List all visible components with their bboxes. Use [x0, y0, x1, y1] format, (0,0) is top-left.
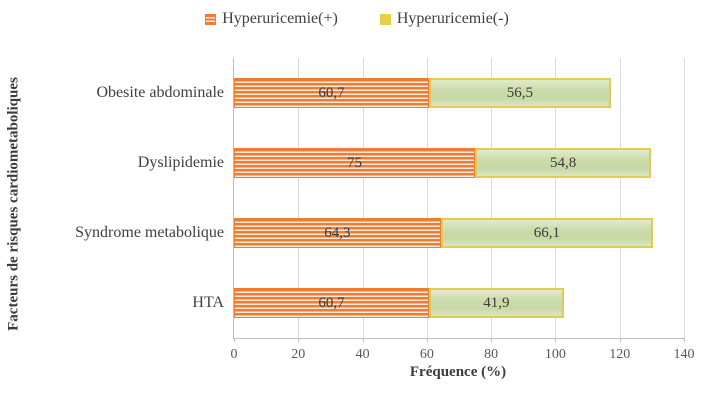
gridline: [555, 58, 557, 338]
tick-mark: [426, 338, 428, 342]
data-label: 41,9: [483, 294, 510, 311]
x-tick-label: 40: [355, 347, 370, 362]
plot-area: 0 20 40 60 80 100 120 140 60,7 56,5 75 54,8 64,3 66,1…: [231, 58, 695, 362]
category-label: HTA: [192, 294, 224, 311]
x-tick-label: 100: [544, 347, 566, 362]
bar-segment-hyperuricemie-negative: 66,1: [440, 218, 654, 248]
bar-segment-hyperuricemie-positive: 75: [234, 148, 476, 178]
gridline: [426, 58, 428, 338]
legend-swatch-yellow-icon: [379, 13, 391, 25]
data-label: 66,1: [533, 224, 561, 241]
gridline: [684, 58, 685, 338]
category-axis: Obesite abdominale Dyslipidemie Syndrome m…: [30, 58, 224, 338]
gridline: [491, 58, 493, 338]
tick-mark: [684, 338, 685, 342]
tick-mark: [234, 338, 235, 342]
legend-label-positive: Hyperuricemie(+): [222, 10, 338, 27]
gridline: [362, 58, 364, 338]
legend-item-hyperuricemie-negative: Hyperuricemie(-): [379, 10, 509, 28]
data-label: 60,7: [318, 84, 345, 101]
tick-mark: [491, 338, 493, 342]
y-axis-title: Facteurs de risques cardiometaboliques: [5, 77, 22, 331]
bar-segment-hyperuricemie-negative: 41,9: [429, 288, 564, 318]
legend-item-hyperuricemie-positive: Hyperuricemie(+): [205, 10, 338, 28]
x-tick-label: 80: [484, 347, 499, 362]
x-tick-label: 140: [673, 347, 695, 362]
bar-segment-hyperuricemie-positive: 64,3: [234, 218, 441, 248]
tick-mark: [298, 338, 300, 342]
category-label: Obesite abdominale: [96, 84, 224, 101]
data-label: 54,8: [550, 154, 577, 171]
gridline: [619, 58, 621, 338]
bar-segment-hyperuricemie-negative: 56,5: [429, 78, 611, 108]
data-label: 60,7: [318, 294, 345, 311]
x-axis-title: Fréquence (%): [409, 364, 507, 380]
data-label: 64,3: [324, 224, 351, 241]
x-tick-label: 120: [609, 347, 631, 362]
data-label: 56,5: [506, 84, 534, 101]
bar-segment-hyperuricemie-positive: 60,7: [234, 288, 430, 318]
category-label: Syndrome metabolique: [75, 224, 224, 241]
x-tick-label: 20: [291, 347, 306, 362]
x-tick-label: 0: [230, 347, 238, 362]
tick-mark: [555, 338, 557, 342]
legend: Hyperuricemie(+) Hyperuricemie(-): [0, 10, 714, 28]
legend-label-negative: Hyperuricemie(-): [396, 10, 509, 27]
gridline: [298, 58, 300, 338]
tick-mark: [619, 338, 621, 342]
bar-segment-hyperuricemie-negative: 54,8: [475, 148, 652, 178]
bar-segment-hyperuricemie-positive: 60,7: [234, 78, 430, 108]
tick-mark: [362, 338, 364, 342]
category-label: Dyslipidemie: [137, 154, 224, 171]
legend-swatch-striped-orange-icon: [205, 13, 217, 25]
x-tick-label: 60: [419, 347, 434, 362]
data-label: 75: [347, 154, 363, 171]
